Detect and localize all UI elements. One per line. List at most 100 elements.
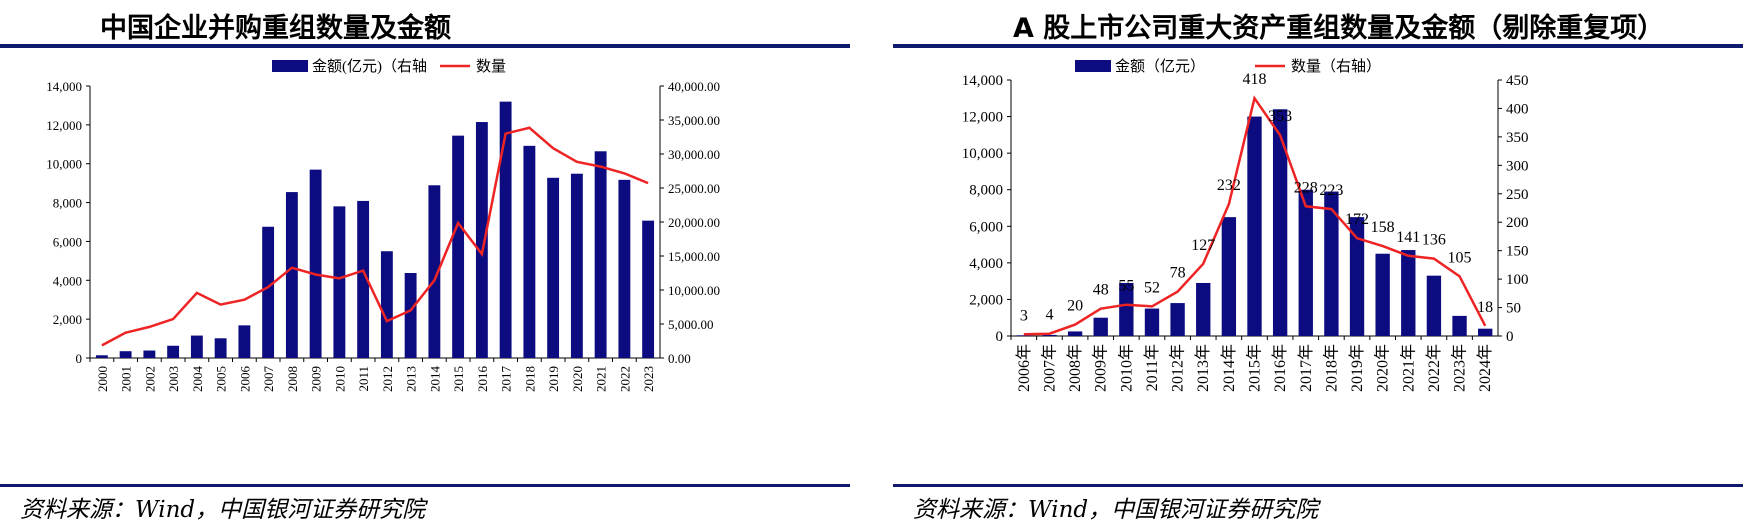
right-y-right-tick-label: 150 xyxy=(1506,244,1529,260)
left-bar xyxy=(547,177,560,358)
right-y-right-tick-label: 450 xyxy=(1506,73,1529,89)
right-y-left-tick-label: 0 xyxy=(996,329,1004,345)
right-data-label: 232 xyxy=(1217,177,1241,194)
right-data-label: 20 xyxy=(1067,298,1083,315)
right-data-label: 105 xyxy=(1448,249,1472,266)
left-x-tick-label: 2017 xyxy=(499,366,514,393)
left-x-tick-label: 2018 xyxy=(522,366,537,392)
left-y-right-tick-label: 5,000.00 xyxy=(668,317,714,332)
right-title-rule xyxy=(893,44,1743,48)
left-bar xyxy=(95,355,108,358)
right-bar xyxy=(1119,282,1134,336)
left-line-series xyxy=(101,126,649,347)
right-chart: 0 2,000 4,000 6,000 8,000 10,000 12,000 14,000 0… xyxy=(962,58,1529,392)
right-line-series xyxy=(1023,95,1487,336)
left-bar xyxy=(119,351,132,358)
left-y-left-tick-label: 10,000 xyxy=(46,157,82,172)
right-legend-bar-swatch xyxy=(1075,60,1111,72)
left-bar xyxy=(214,338,227,358)
right-bar xyxy=(1375,253,1390,336)
right-source-rule xyxy=(893,484,1743,487)
right-y-right-tick-label: 100 xyxy=(1506,272,1529,288)
left-x-tick-label: 2007 xyxy=(261,366,276,393)
right-bar xyxy=(1401,250,1416,336)
left-bar xyxy=(428,185,441,358)
left-legend-bar-swatch xyxy=(272,60,308,72)
right-data-label: 172 xyxy=(1345,211,1369,228)
left-source-rule xyxy=(0,484,850,487)
left-title-rule xyxy=(0,44,850,48)
right-x-tick-label: 2020年 xyxy=(1374,344,1392,392)
right-x-tick-label: 2009年 xyxy=(1092,344,1110,392)
left-x-tick-label: 2010 xyxy=(332,366,347,392)
left-bar xyxy=(594,151,607,358)
left-chart: 0 2,000 4,000 6,000 8,000 10,000 12,000 14,000 0… xyxy=(46,58,720,393)
right-y-right-tick-label: 350 xyxy=(1506,130,1529,146)
right-y-left-tick-label: 12,000 xyxy=(962,110,1003,126)
left-bar xyxy=(452,135,465,358)
right-data-label: 353 xyxy=(1268,108,1292,125)
right-data-label: 3 xyxy=(1020,307,1028,324)
left-x-tick-label: 2009 xyxy=(309,366,324,392)
left-y-right-tick-label: 0.00 xyxy=(668,351,691,366)
left-x-tick-label: 2011 xyxy=(356,366,371,392)
right-bar xyxy=(1196,282,1211,336)
right-panel: A 股上市公司重大资产重组数量及金额（剔除重复项） 0 2,000 4,000 6,0… xyxy=(893,0,1753,528)
left-bar xyxy=(570,173,583,358)
left-y-right-tick-label: 40,000.00 xyxy=(668,79,720,94)
right-y-right-tick-label: 250 xyxy=(1506,187,1529,203)
left-bar xyxy=(618,179,631,358)
left-bar xyxy=(642,220,655,358)
left-y-right-tick-label: 35,000.00 xyxy=(668,113,720,128)
left-y-left-tick-label: 12,000 xyxy=(46,118,82,133)
right-x-tick-label: 2012年 xyxy=(1169,344,1187,392)
right-bar xyxy=(1426,275,1442,336)
right-legend-line-label: 数量（右轴） xyxy=(1291,58,1381,75)
right-bar xyxy=(1144,308,1160,336)
left-x-tick-label: 2013 xyxy=(404,366,419,392)
right-bar xyxy=(1272,109,1288,336)
right-y-left-tick-label: 4,000 xyxy=(969,256,1003,272)
right-x-tick-label: 2007年 xyxy=(1040,344,1058,392)
right-source-note: 资料来源：Wind，中国银河证券研究院 xyxy=(913,497,1319,523)
right-x-tick-label: 2018年 xyxy=(1322,344,1340,392)
left-x-tick-label: 2016 xyxy=(475,366,490,393)
right-data-label: 158 xyxy=(1371,219,1395,236)
left-x-tick-label: 2005 xyxy=(214,366,229,392)
right-y-right-tick-label: 400 xyxy=(1506,101,1529,117)
right-y-left-tick-label: 2,000 xyxy=(969,292,1003,308)
right-bar xyxy=(1170,303,1185,336)
right-bar xyxy=(1452,315,1467,336)
right-x-tick-label: 2024年 xyxy=(1476,344,1494,392)
left-bar xyxy=(238,325,251,358)
right-bar xyxy=(1067,331,1083,336)
left-x-tick-label: 2021 xyxy=(594,366,609,392)
right-x-tick-label: 2023年 xyxy=(1451,344,1469,392)
left-x-tick-label: 2019 xyxy=(546,366,561,392)
right-data-label: 52 xyxy=(1144,279,1160,296)
right-y-left-tick-label: 6,000 xyxy=(969,219,1003,235)
left-x-tick-label: 2022 xyxy=(617,366,632,392)
right-legend-bar-label: 金额（亿元） xyxy=(1115,58,1205,75)
left-bar xyxy=(143,350,156,358)
left-x-tick-label: 2012 xyxy=(380,366,395,392)
right-x-tick-label: 2015年 xyxy=(1246,344,1264,392)
right-bar xyxy=(1478,328,1493,336)
right-data-label: 136 xyxy=(1422,232,1446,249)
left-bar xyxy=(475,122,488,358)
left-bar xyxy=(262,226,275,358)
right-x-tick-label: 2011年 xyxy=(1143,344,1161,391)
right-y-right-tick-label: 200 xyxy=(1506,215,1529,231)
left-x-tick-label: 2000 xyxy=(95,366,110,392)
right-x-tick-label: 2013年 xyxy=(1194,344,1212,392)
right-data-label: 18 xyxy=(1477,299,1493,316)
left-legend-bar-label: 金额(亿元)（右轴 xyxy=(312,58,427,75)
left-bar xyxy=(333,206,346,358)
right-data-label: 48 xyxy=(1093,282,1109,299)
right-x-tick-label: 2022年 xyxy=(1425,344,1443,392)
right-x-tick-label: 2021年 xyxy=(1399,344,1417,392)
right-x-tick-label: 2016年 xyxy=(1271,344,1289,392)
right-data-label: 228 xyxy=(1294,179,1318,196)
left-bar xyxy=(523,145,536,358)
left-y-right-tick-label: 20,000.00 xyxy=(668,215,720,230)
